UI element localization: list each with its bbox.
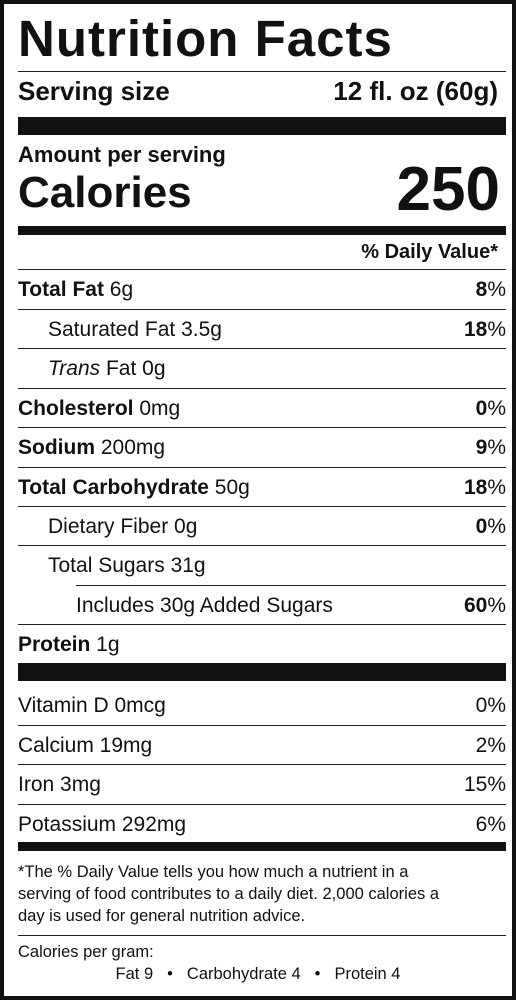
daily-value-number: 0	[475, 396, 488, 420]
thick-divider-vitamins	[18, 663, 506, 681]
thick-divider-top	[18, 117, 506, 135]
daily-value-number: 18	[463, 475, 488, 499]
daily-value-header: % Daily Value*	[361, 241, 498, 263]
footnote-line-1: *The % Daily Value tells you how much a …	[18, 863, 409, 881]
vitamin-row-vitamin-d: Vitamin D 0mcg 0%	[18, 686, 506, 725]
daily-value-unit: %	[487, 317, 506, 341]
nutrient-amount: 200mg	[95, 435, 166, 459]
nutrient-name: Fat 0g	[100, 356, 166, 380]
thick-divider-footnote	[18, 842, 506, 851]
row-divider	[18, 545, 506, 546]
nutrient-name: Sodium	[18, 435, 95, 459]
daily-value-unit: %	[487, 277, 506, 301]
footnote-divider	[18, 935, 506, 936]
row-divider	[18, 624, 506, 625]
daily-value-number: 8	[475, 277, 488, 301]
nutrient-amount: 6g	[103, 277, 134, 301]
row-divider	[18, 309, 506, 310]
calories-per-gram-label: Calories per gram:	[18, 943, 154, 961]
nutrient-row-total-sugars: Total Sugars 31g	[48, 546, 506, 585]
nutrient-name: Includes 30g Added Sugars	[76, 593, 333, 617]
nutrient-row-protein: Protein 1g	[18, 625, 506, 664]
bullet-separator: •	[314, 965, 321, 983]
nutrient-name: Protein	[18, 632, 91, 656]
vitamin-daily-value: 6%	[475, 812, 506, 836]
daily-value-number: 0	[475, 514, 488, 538]
daily-value-number: 9	[475, 435, 488, 459]
nutrient-name: Total Sugars 31g	[48, 553, 206, 577]
row-divider	[76, 585, 506, 586]
nutrient-amount: 0mg	[133, 396, 181, 420]
calories-per-gram-values: Fat 9 • Carbohydrate 4 • Protein 4	[4, 964, 512, 985]
nutrient-name: Total Carbohydrate	[18, 475, 209, 499]
nutrient-row-total-fat: Total Fat 6g 8%	[18, 270, 506, 309]
row-divider	[18, 427, 506, 428]
nutrient-row-dietary-fiber: Dietary Fiber 0g 0%	[48, 507, 506, 546]
nutrient-name: Total Fat	[18, 277, 104, 301]
daily-value-number: 60	[463, 593, 488, 617]
vitamin-name: Iron 3mg	[18, 772, 101, 796]
row-divider	[18, 467, 506, 468]
nutrient-row-total-carbohydrate: Total Carbohydrate 50g 18%	[18, 468, 506, 507]
nutrient-row-sodium: Sodium 200mg 9%	[18, 428, 506, 467]
calories-value: 250	[396, 155, 500, 224]
nutrient-amount: 50g	[208, 475, 250, 499]
row-divider	[18, 269, 506, 270]
fat-per-gram: Fat 9	[115, 965, 154, 983]
row-divider	[18, 348, 506, 349]
nutrient-name: Dietary Fiber 0g	[48, 514, 198, 538]
nutrient-amount: 1g	[90, 632, 120, 656]
serving-size-value: 12 fl. oz (60g)	[333, 76, 498, 106]
label-title: Nutrition Facts	[18, 10, 393, 67]
carbohydrate-per-gram: Carbohydrate 4	[186, 965, 301, 983]
daily-value-unit: %	[487, 435, 506, 459]
footnote-line-2: serving of food contributes to a daily d…	[18, 885, 439, 903]
row-divider	[18, 764, 506, 765]
daily-value-unit: %	[487, 593, 506, 617]
daily-value-unit: %	[487, 396, 506, 420]
nutrient-name-italic: Trans	[48, 356, 101, 380]
row-divider	[18, 725, 506, 726]
vitamin-daily-value: 2%	[475, 733, 506, 757]
vitamin-row-potassium: Potassium 292mg 6%	[18, 805, 506, 844]
row-divider	[18, 804, 506, 805]
row-divider	[18, 506, 506, 507]
nutrient-row-added-sugars: Includes 30g Added Sugars 60%	[76, 586, 506, 625]
protein-per-gram: Protein 4	[334, 965, 401, 983]
nutrient-row-saturated-fat: Saturated Fat 3.5g 18%	[48, 310, 506, 349]
calories-label: Calories	[18, 168, 192, 217]
vitamin-row-iron: Iron 3mg 15%	[18, 765, 506, 804]
daily-value-unit: %	[487, 475, 506, 499]
footnote-line-3: day is used for general nutrition advice…	[18, 907, 306, 925]
nutrient-row-trans-fat: Trans Fat 0g	[48, 349, 506, 388]
row-divider	[18, 388, 506, 389]
title-divider	[18, 71, 506, 72]
vitamin-daily-value: 15%	[463, 772, 506, 796]
daily-value-number: 18	[463, 317, 488, 341]
vitamin-daily-value: 0%	[475, 693, 506, 717]
bullet-separator: •	[167, 965, 173, 983]
vitamin-name: Calcium 19mg	[18, 733, 153, 757]
nutrient-name: Cholesterol	[18, 396, 134, 420]
serving-size-label: Serving size	[18, 76, 170, 106]
thick-divider-calories	[18, 226, 506, 235]
amount-per-serving: Amount per serving	[18, 142, 226, 167]
vitamin-name: Potassium 292mg	[18, 812, 187, 836]
vitamin-name: Vitamin D 0mcg	[18, 693, 166, 717]
vitamin-row-calcium: Calcium 19mg 2%	[18, 726, 506, 765]
nutrient-row-cholesterol: Cholesterol 0mg 0%	[18, 389, 506, 428]
daily-value-unit: %	[487, 514, 506, 538]
nutrient-name: Saturated Fat 3.5g	[48, 317, 222, 341]
